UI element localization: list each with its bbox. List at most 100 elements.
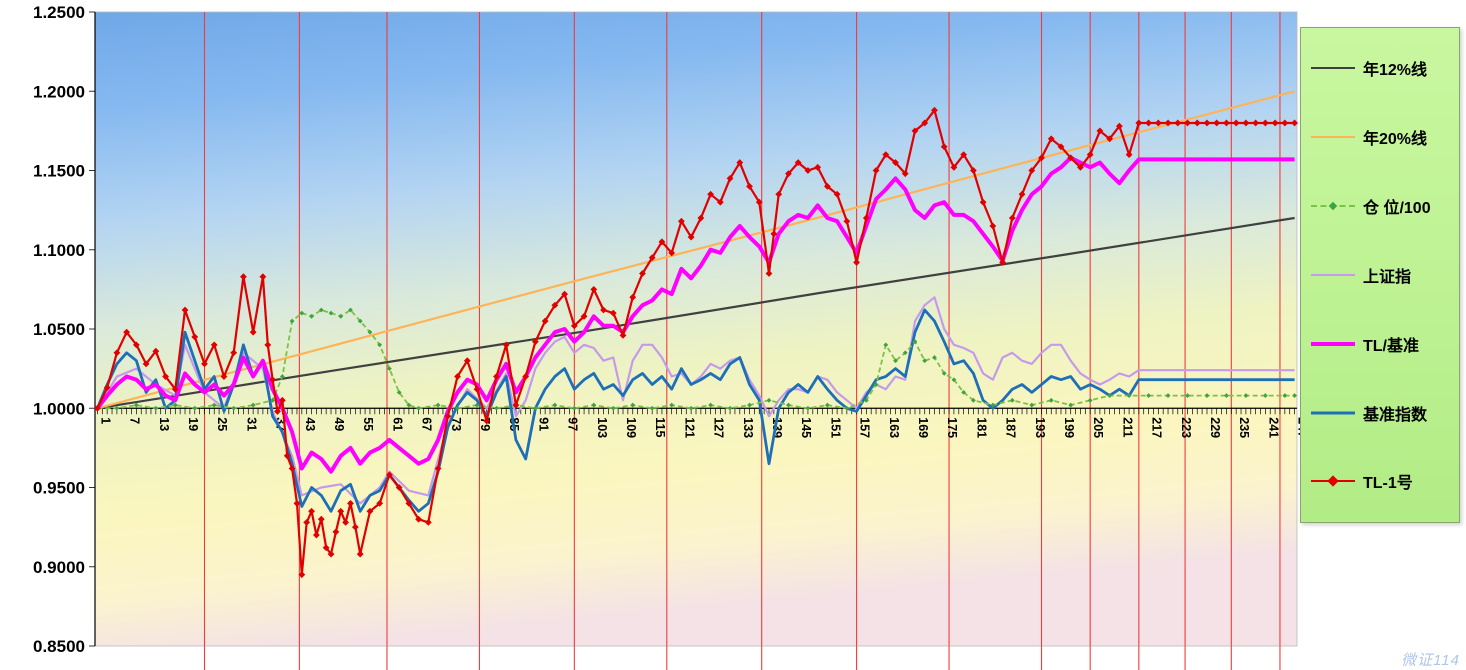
legend-item-annual-20pct-line[interactable]: 年20%线 — [1311, 125, 1459, 149]
diamond-marker — [1067, 154, 1075, 162]
y-axis-label: 1.1500 — [33, 162, 85, 181]
diamond-marker — [872, 167, 880, 174]
diamond-marker — [747, 402, 752, 408]
diamond-marker — [1232, 119, 1240, 127]
diamond-marker — [123, 328, 131, 336]
diamond-marker — [1126, 393, 1132, 398]
diamond-marker — [210, 341, 218, 349]
diamond-marker — [94, 404, 101, 412]
diamond-marker — [220, 373, 228, 380]
diamond-marker — [342, 518, 350, 526]
x-axis-label: 43 — [303, 417, 317, 431]
diamond-marker — [950, 163, 958, 171]
x-axis-label: 25 — [215, 417, 229, 431]
watermark: 微证114 — [1401, 652, 1460, 669]
diamond-marker — [1135, 119, 1143, 127]
series-TL-1号 — [94, 106, 1298, 579]
diamond-marker — [338, 313, 344, 319]
diamond-marker — [1068, 402, 1074, 408]
diamond-marker — [279, 374, 285, 379]
y-axis-label: 0.9000 — [33, 558, 85, 577]
diamond-marker — [823, 182, 831, 190]
diamond-marker-icon — [1327, 475, 1339, 488]
diamond-marker — [765, 270, 773, 277]
diamond-marker — [1242, 119, 1250, 127]
x-axis-label: 133 — [741, 417, 755, 438]
diamond-marker — [609, 309, 617, 317]
diamond-marker — [1009, 397, 1015, 403]
x-axis-label: 223 — [1179, 417, 1193, 438]
diamond-marker — [322, 544, 330, 552]
diamond-marker — [502, 341, 510, 349]
x-axis-label: 49 — [332, 417, 346, 431]
diamond-marker — [912, 339, 918, 345]
diamond-marker — [1184, 119, 1191, 127]
x-axis-label: 181 — [974, 417, 988, 438]
diamond-marker — [1096, 127, 1104, 135]
diamond-marker — [231, 405, 237, 411]
diamond-marker — [600, 306, 607, 314]
diamond-marker — [658, 238, 666, 246]
diamond-marker — [289, 318, 295, 324]
legend-label: 年12%线 — [1363, 62, 1428, 80]
legend-item-tl-over-benchmark[interactable]: TL/基准 — [1311, 332, 1459, 356]
diamond-marker — [1262, 393, 1268, 398]
x-axis-label: 73 — [449, 417, 463, 431]
diamond-marker — [591, 402, 597, 408]
diamond-marker — [483, 417, 491, 425]
diamond-marker — [873, 382, 879, 387]
y-axis-label: 0.8500 — [33, 637, 85, 656]
diamond-marker — [561, 290, 569, 298]
diamond-marker — [1252, 119, 1260, 127]
diamond-marker — [687, 233, 695, 241]
diamond-marker — [367, 329, 373, 335]
diamond-marker — [648, 254, 656, 262]
x-axis-label: 205 — [1091, 417, 1105, 438]
diamond-marker — [770, 230, 778, 238]
diamond-marker — [153, 405, 159, 411]
diamond-marker — [1243, 393, 1249, 398]
diamond-marker — [1292, 393, 1297, 398]
series-line — [95, 155, 1295, 474]
diamond-marker — [552, 402, 558, 408]
diamond-marker — [804, 167, 812, 174]
legend-item-position-over-100[interactable]: 仓 位/100 — [1311, 194, 1459, 218]
series-line — [97, 216, 1295, 410]
diamond-marker — [863, 397, 869, 403]
diamond-marker — [298, 571, 306, 579]
legend-item-benchmark-index[interactable]: 基准指数 — [1311, 401, 1459, 425]
diamond-marker — [142, 360, 150, 368]
diamond-marker — [1038, 154, 1045, 162]
diamond-marker — [785, 170, 792, 178]
benchmark-index-line-icon — [1311, 406, 1355, 420]
diamond-marker — [1291, 119, 1298, 127]
diamond-marker — [1261, 119, 1269, 127]
series-line — [97, 90, 1295, 410]
diamond-marker — [395, 484, 403, 491]
x-axis-label: 103 — [595, 417, 609, 438]
diamond-marker — [473, 385, 481, 393]
diamond-marker — [1077, 163, 1084, 171]
diamond-marker — [921, 119, 929, 127]
legend-item-annual-12pct-line[interactable]: 年12%线 — [1311, 56, 1459, 80]
diamond-marker — [386, 471, 393, 479]
diamond-marker — [669, 402, 675, 408]
annual-20pct-line-line-icon — [1311, 130, 1355, 144]
legend-item-shanghai-index[interactable]: 上证指 — [1311, 263, 1459, 287]
x-axis-label: 109 — [624, 417, 638, 438]
diamond-marker — [230, 349, 238, 357]
x-axis-label: 175 — [945, 417, 959, 438]
legend-item-tl-1-fund[interactable]: TL-1号 — [1311, 469, 1459, 493]
diamond-marker — [424, 518, 432, 526]
diamond-marker — [697, 214, 705, 222]
diamond-marker — [201, 360, 208, 368]
diamond-marker — [941, 370, 947, 376]
diamond-marker — [132, 341, 140, 349]
diamond-marker — [455, 405, 460, 411]
diamond-marker — [911, 127, 919, 135]
tl-1-fund-line-icon — [1311, 474, 1355, 488]
diamond-marker — [191, 333, 199, 341]
diamond-marker — [309, 313, 314, 319]
y-axis-label: 0.9500 — [33, 479, 85, 498]
